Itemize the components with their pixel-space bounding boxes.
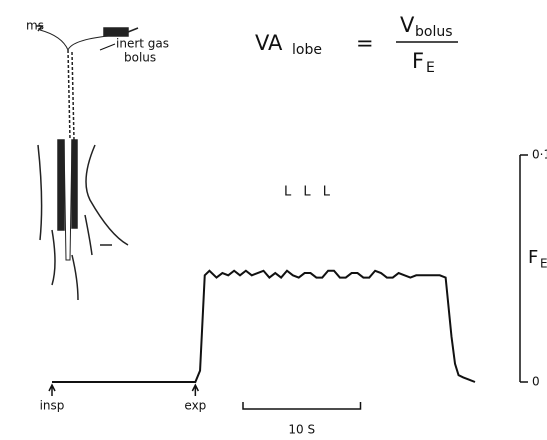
event-arrow xyxy=(48,383,56,396)
formula-den-sub: E xyxy=(426,60,435,76)
event-label: insp xyxy=(40,399,65,413)
scale-bar xyxy=(242,402,362,410)
y-tick-label: 0·1 xyxy=(532,148,547,162)
lung-sketch xyxy=(36,25,139,301)
formula-lhs-sub: lobe xyxy=(292,42,322,58)
scale-bar-label: 10 S xyxy=(288,423,315,437)
event-arrow xyxy=(191,383,200,396)
formula-den: F xyxy=(412,49,424,73)
trace xyxy=(52,269,476,383)
arrow xyxy=(99,43,116,51)
formula-num: V xyxy=(400,13,415,37)
gas-label: inert gas xyxy=(116,37,169,51)
ms-label: ms xyxy=(26,19,44,33)
formula-num-sub: bolus xyxy=(415,24,453,40)
formula-equals: = xyxy=(356,31,374,55)
y-label-sub: E xyxy=(540,257,547,271)
y-tick-label: 0 xyxy=(532,375,540,389)
gas-label: bolus xyxy=(124,51,156,65)
lobe-label: L L L xyxy=(284,185,334,200)
formula-lhs: VA xyxy=(255,31,283,55)
y-label: F xyxy=(528,247,538,268)
event-label: exp xyxy=(184,399,206,413)
